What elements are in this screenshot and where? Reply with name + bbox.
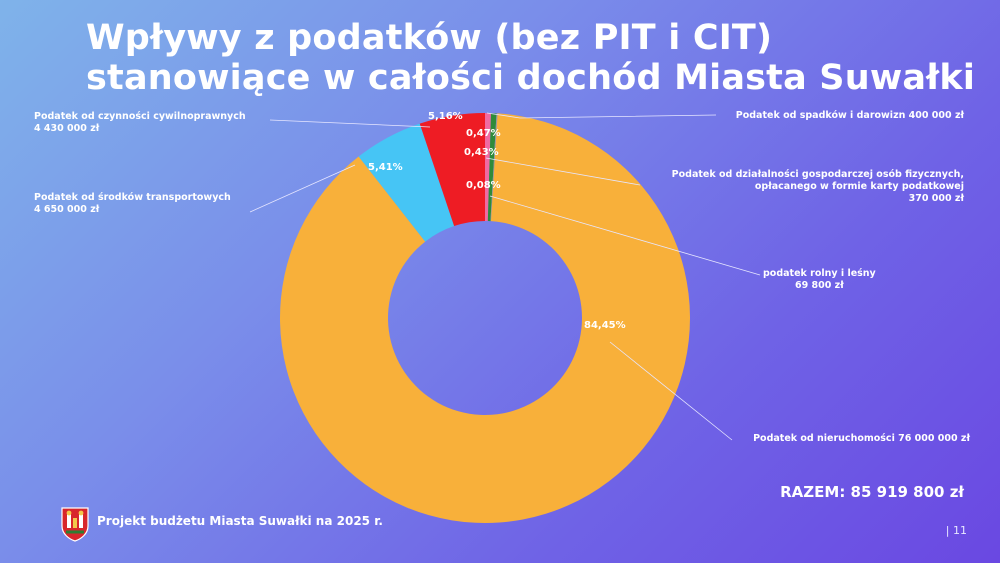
donut-slice bbox=[358, 123, 455, 242]
leader-line bbox=[269, 119, 431, 128]
donut-slice bbox=[280, 113, 690, 523]
footer-text: Projekt budżetu Miasta Suwałki na 2025 r… bbox=[97, 514, 383, 528]
label-karta-podatkowa: Podatek od działalności gospodarczej osó… bbox=[671, 169, 964, 204]
label-nieruchomosci: Podatek od nieruchomości 76 000 000 zł bbox=[753, 433, 970, 444]
label-srodki-transportowe: Podatek od środków transportowych 4 650 … bbox=[34, 192, 231, 215]
label-czynnosci-cywilnoprawne: Podatek od czynności cywilnoprawnych 4 4… bbox=[34, 111, 246, 134]
leader-line bbox=[486, 112, 717, 119]
leader-line bbox=[489, 195, 761, 276]
donut-slice bbox=[419, 113, 485, 227]
percent-label: 0,43% bbox=[464, 147, 499, 158]
page-title: Wpływy z podatków (bez PIT i CIT) stanow… bbox=[86, 18, 976, 98]
percent-label: 5,41% bbox=[368, 162, 403, 173]
leader-line bbox=[249, 164, 356, 213]
total-label: RAZEM: 85 919 800 zł bbox=[780, 483, 964, 501]
donut-slice bbox=[487, 113, 497, 222]
percent-label: 0,47% bbox=[466, 128, 501, 139]
leader-line bbox=[485, 157, 641, 186]
leader-line bbox=[609, 341, 733, 441]
donut-slice bbox=[490, 113, 498, 222]
percent-label: 5,16% bbox=[428, 111, 463, 122]
percent-label: 0,08% bbox=[466, 180, 501, 191]
page-number: | 11 bbox=[945, 524, 967, 537]
donut-slice bbox=[485, 113, 491, 222]
city-crest-icon bbox=[61, 507, 89, 542]
percent-label: 84,45% bbox=[584, 320, 626, 331]
label-rolny-lesny: podatek rolny i leśny 69 800 zł bbox=[763, 268, 876, 291]
label-spadki: Podatek od spadków i darowizn 400 000 zł bbox=[735, 110, 964, 121]
